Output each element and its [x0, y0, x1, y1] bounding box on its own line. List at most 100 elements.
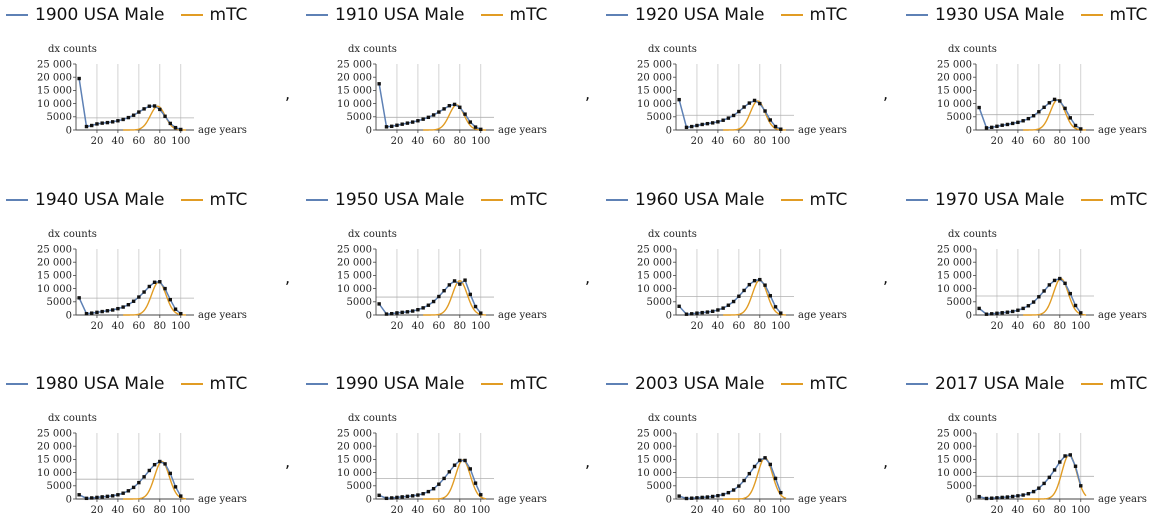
legend-label: mTC	[1109, 374, 1148, 394]
data-point	[400, 122, 404, 126]
data-point	[737, 109, 741, 114]
data-point	[984, 126, 989, 130]
data-point	[977, 494, 981, 499]
data-point	[1042, 289, 1046, 293]
data-point	[458, 282, 462, 286]
data-point	[768, 462, 772, 467]
series-line-mtc	[1023, 277, 1087, 316]
data-point	[421, 492, 425, 496]
data-point	[158, 459, 162, 464]
chart-plot: dx counts 0 5000 10 000 15 000 20 000 25 000 20…	[337, 413, 547, 516]
data-point	[390, 124, 394, 129]
legend-swatch	[6, 383, 28, 385]
y-tick-label: 10 000	[937, 468, 972, 479]
data-point	[179, 127, 183, 132]
data-point	[142, 290, 146, 294]
legend-swatch	[180, 199, 203, 201]
data-point	[737, 294, 741, 298]
data-point	[768, 118, 772, 122]
data-point	[700, 310, 704, 315]
x-axis-label: age years	[198, 125, 247, 136]
data-point	[984, 312, 989, 316]
data-point	[1052, 97, 1057, 102]
x-tick-label: 100	[771, 505, 790, 516]
x-tick-label: 40	[412, 321, 425, 332]
chart-panel: 1990 USA Male mTC dx counts 0 5000 10 000 15 0…	[306, 373, 576, 523]
data-point	[1037, 486, 1041, 490]
y-tick-label: 5000	[947, 297, 972, 308]
data-point	[1026, 116, 1031, 121]
data-point	[390, 496, 394, 500]
data-point	[1073, 464, 1078, 468]
data-point	[152, 280, 157, 284]
x-tick-label: 60	[732, 136, 745, 147]
data-point	[695, 496, 699, 500]
x-axis-label: age years	[1098, 310, 1147, 321]
data-point	[990, 312, 994, 316]
data-point	[121, 305, 125, 309]
data-point	[721, 118, 725, 122]
data-point	[458, 105, 462, 109]
data-point	[468, 120, 472, 124]
data-point	[742, 288, 746, 293]
y-tick-label: 5000	[947, 481, 972, 492]
legend-swatch	[180, 14, 203, 16]
legend-swatch	[480, 14, 503, 16]
data-point	[1037, 295, 1041, 299]
data-point	[442, 476, 446, 481]
data-point	[779, 127, 783, 131]
y-axis-label: dx counts	[48, 44, 97, 55]
data-point	[473, 481, 478, 485]
data-point	[142, 475, 146, 479]
data-point	[395, 123, 399, 127]
data-point	[684, 125, 689, 130]
data-point	[131, 113, 136, 117]
data-point	[410, 120, 415, 124]
data-point	[747, 101, 752, 105]
series-line-mtc	[423, 459, 487, 500]
data-point	[990, 125, 994, 130]
data-point	[452, 463, 457, 467]
data-point	[1031, 300, 1036, 304]
y-tick-label: 15 000	[937, 86, 972, 97]
legend-swatch	[6, 199, 28, 201]
data-point	[179, 494, 183, 498]
chart-plot: dx counts 0 5000 10 000 15 000 20 000 25 000 20…	[637, 44, 847, 147]
legend-label: mTC	[509, 5, 548, 25]
y-tick-label: 25 000	[337, 244, 372, 255]
y-tick-label: 10 000	[337, 284, 372, 295]
x-tick-label: 20	[391, 136, 404, 147]
data-point	[463, 112, 467, 116]
chart-legend: 1900 USA Male mTC	[6, 4, 247, 26]
data-point	[1042, 105, 1046, 109]
data-point	[110, 494, 115, 498]
x-tick-label: 60	[132, 505, 145, 516]
x-tick-label: 60	[132, 136, 145, 147]
y-tick-label: 10 000	[37, 99, 72, 110]
x-tick-label: 80	[153, 321, 166, 332]
data-point	[447, 283, 452, 287]
data-point	[137, 295, 141, 299]
data-point	[77, 76, 81, 81]
y-tick-label: 20 000	[37, 73, 72, 84]
x-axis-label: age years	[1098, 494, 1147, 505]
y-tick-label: 20 000	[637, 258, 672, 269]
y-tick-label: 15 000	[337, 455, 372, 466]
legend-swatch	[180, 383, 203, 385]
y-tick-label: 0	[966, 494, 972, 505]
data-point	[131, 485, 136, 490]
data-point	[479, 493, 483, 497]
x-axis-label: age years	[498, 125, 547, 136]
data-point	[1047, 101, 1052, 105]
data-point	[437, 294, 441, 299]
data-point	[468, 467, 472, 471]
series-line-mtc	[723, 457, 787, 500]
data-point	[731, 113, 736, 118]
data-point	[116, 493, 120, 497]
data-point	[158, 280, 162, 284]
data-point	[710, 494, 715, 499]
list-separator: ,	[883, 268, 889, 287]
data-point	[137, 480, 141, 485]
y-axis-label: dx counts	[348, 44, 397, 55]
series-line-mtc	[123, 281, 187, 316]
